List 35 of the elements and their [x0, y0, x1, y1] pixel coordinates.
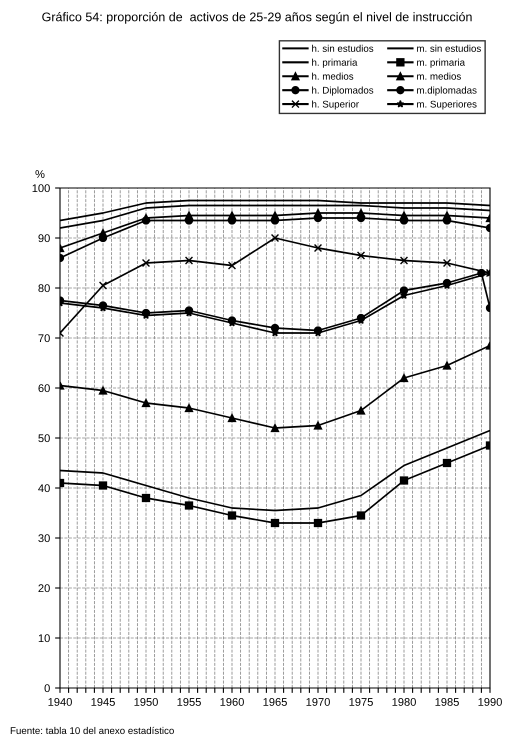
y-tick-label: 50	[38, 434, 50, 442]
x-tick-label: 1985	[435, 698, 459, 706]
x-tick-label: 1975	[349, 698, 373, 706]
legend-label: h. primaria	[312, 58, 358, 68]
x-tick-label: 1960	[220, 698, 244, 706]
y-tick-label: 60	[38, 384, 50, 392]
y-tick-label: 100	[32, 184, 50, 192]
y-tick-label: 40	[38, 484, 50, 492]
legend-label: m. sin estudios	[417, 44, 481, 52]
y-tick-label: 0	[44, 684, 50, 692]
y-axis-title: %	[35, 170, 45, 178]
x-tick-label: 1940	[48, 698, 72, 706]
y-tick-label: 10	[38, 634, 50, 642]
x-tick-label: 1945	[91, 698, 115, 706]
legend-label: m. medios	[417, 72, 461, 80]
legend-label: m.diplomadas	[417, 86, 477, 96]
y-tick-label: 70	[38, 334, 50, 342]
legend-label: m. Superiores	[417, 100, 477, 110]
legend-label: h. Superior	[312, 100, 359, 110]
chart-title: Gráfico 54: proporción de activos de 25-29 años según el nivel de instrucción	[42, 12, 472, 24]
y-tick-label: 80	[38, 284, 50, 292]
y-tick-label: 90	[38, 234, 50, 242]
y-tick-label: 20	[38, 584, 50, 592]
x-tick-label: 1950	[134, 698, 158, 706]
source-note: Fuente: tabla 10 del anexo estadístico	[10, 726, 174, 734]
legend-label: h. medios	[312, 72, 354, 80]
y-tick-label: 30	[38, 534, 50, 542]
x-tick-label: 1965	[263, 698, 287, 706]
x-tick-label: 1970	[306, 698, 330, 706]
x-tick-label: 1990	[478, 698, 502, 706]
legend-label: m. primaria	[417, 58, 466, 68]
legend-label: h. sin estudios	[312, 44, 374, 52]
x-tick-label: 1980	[392, 698, 416, 706]
x-tick-label: 1955	[177, 698, 201, 706]
legend-label: h. Diplomados	[312, 86, 374, 96]
